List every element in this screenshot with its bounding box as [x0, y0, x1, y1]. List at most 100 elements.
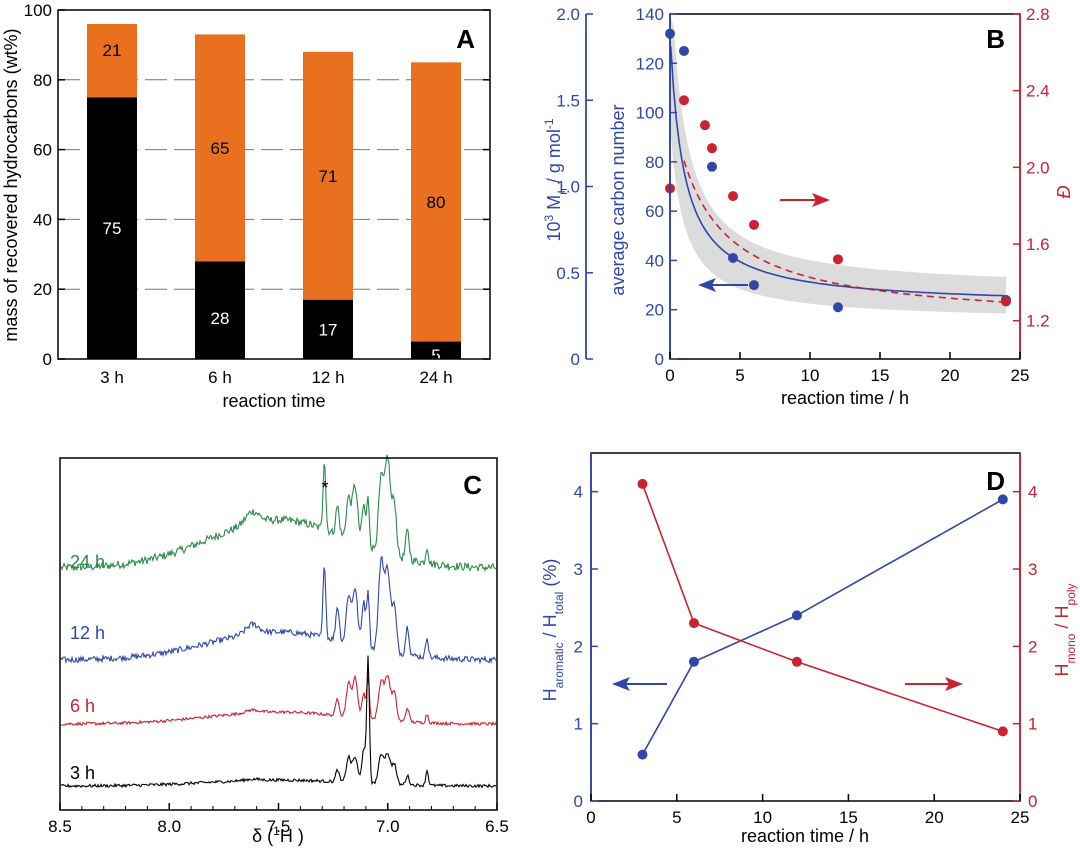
panel-b-xtick-label: 15	[871, 366, 890, 385]
panel-b-ytick-mn-label: 1.5	[556, 91, 580, 110]
panel-b-fit-curve-dispersity	[683, 160, 1007, 303]
panel-d-xtick-label: 15	[839, 808, 858, 827]
d-yl-sub2: total	[552, 592, 566, 615]
panel-c-letter: C	[463, 470, 482, 500]
mn-unit-sup: -1	[542, 118, 556, 129]
panel-a-ytick-label: 20	[33, 280, 52, 299]
panel-b-ytick-mn-label: 0	[571, 350, 580, 369]
panel-a-xtick-label: 6 h	[208, 368, 232, 387]
panel-b-point-dispersity	[749, 219, 759, 230]
nmr-spectrum-24h	[60, 454, 497, 573]
panel-d-point-mono-poly	[997, 726, 1008, 737]
d-yl-mid: / H	[540, 614, 560, 642]
spectrum-label-3h: 3 h	[70, 763, 95, 783]
panel-a-xtick-label: 3 h	[100, 368, 124, 387]
panel-b-point-dispersity	[1001, 296, 1011, 307]
panel-d-line-aromatic	[641, 498, 1004, 755]
d-yl-sub1: aromatic	[552, 642, 566, 688]
panel-b-point-dispersity	[833, 254, 843, 265]
panel-b-xtick-label: 25	[1011, 366, 1030, 385]
panel-b-point-carbon	[707, 161, 717, 172]
panel-d-xtick-label: 20	[925, 808, 944, 827]
d-yr-h: H	[1052, 664, 1072, 677]
panel-d-xtick-label: 25	[1011, 808, 1030, 827]
mn-sub: n	[556, 188, 570, 195]
mn-prefix: 10	[544, 222, 564, 242]
panel-d-point-mono-poly	[637, 478, 648, 489]
panel-b-ylabel-carbon: average carbon number	[608, 104, 628, 295]
bar-black-3h	[87, 97, 137, 359]
mn-mid: M	[544, 195, 564, 215]
c-xlabel-b: H )	[280, 826, 304, 846]
panel-c-xtick-label: 6.5	[485, 817, 509, 836]
panel-b-ytick-left-label: 140	[636, 5, 664, 24]
panel-d-frame	[590, 452, 1021, 802]
d-yl-h: H	[540, 688, 560, 701]
panel-b-ytick-right-label: 2.0	[1026, 158, 1050, 177]
spectrum-label-24h: 24 h	[70, 552, 105, 572]
panel-d-ytick-right-label: 0	[1028, 792, 1037, 811]
panel-d-point-aromatic	[637, 749, 648, 760]
bar-value-label: 80	[427, 193, 446, 212]
panel-b-ytick-left-label: 60	[645, 202, 664, 221]
panel-c-xtick-label: 7.0	[376, 817, 400, 836]
panel-d-xtick-label: 10	[753, 808, 772, 827]
bar-value-label: 75	[103, 219, 122, 238]
panel-c-star: *	[321, 478, 328, 498]
panel-b-point-dispersity	[728, 191, 738, 202]
panel-a-ytick-label: 40	[33, 210, 52, 229]
panel-b-ylabel-dispersity: Đ	[1054, 186, 1074, 199]
panel-b-scatter-chart: 0 5 10 15 20 250204060801001201401.21.62.02.4…	[542, 5, 1074, 408]
bar-orange-12h	[303, 51, 353, 300]
panel-d-ytick-left-label: 0	[574, 792, 583, 811]
panel-b-ytick-left-label: 80	[645, 153, 664, 172]
panel-b-ytick-mn-label: 2.0	[556, 5, 580, 24]
panel-a-ytick-label: 100	[24, 1, 52, 20]
panel-b-ytick-left-label: 40	[645, 251, 664, 270]
panel-a-frame	[57, 9, 491, 360]
panel-c-xtick-label: 8.0	[157, 817, 181, 836]
bar-orange-6h	[195, 34, 245, 262]
d-yr-sub2: poly	[1064, 583, 1078, 605]
panel-b-ytick-right-label: 1.6	[1026, 235, 1050, 254]
panel-c-xtick-label: 7.5	[267, 817, 291, 836]
panel-c-nmr-spectra: 8.5 8.0 7.5 7.0 6.5 C * 24 h 12 h 6 h 3 h δ …	[48, 454, 509, 846]
panel-b-confidence-band	[670, 17, 1006, 314]
panel-d-ytick-right-label: 2	[1028, 637, 1037, 656]
bar-value-label: 71	[319, 167, 338, 186]
panel-d-xtick-label: 5	[672, 808, 681, 827]
spectrum-label-12h: 12 h	[70, 623, 105, 643]
panel-a-ytick-label: 0	[43, 350, 52, 369]
panel-b-ytick-right-label: 2.4	[1026, 82, 1050, 101]
mn-unit: / g mol	[544, 129, 564, 188]
panel-d-ytick-left-label: 3	[574, 560, 583, 579]
panel-b-ytick-left-label: 0	[655, 350, 664, 369]
d-yr-sub1: mono	[1064, 633, 1078, 663]
panel-b-ytick-mn-label: 0.5	[556, 264, 580, 283]
bar-orange-3h	[87, 23, 137, 98]
c-xlabel-a: δ (	[252, 826, 273, 846]
bar-value-label: 17	[319, 320, 338, 339]
mn-sup: 3	[542, 215, 556, 222]
panel-d-ylabel-left: Haromatic / Htotal (%)	[540, 559, 566, 702]
panel-b-fit-curve-carbon	[669, 46, 1004, 297]
panel-a-xtick-label: 12 h	[311, 368, 344, 387]
panel-a-letter: A	[456, 24, 475, 54]
panel-d-point-aromatic	[791, 610, 802, 621]
panel-c-xtick-label: 8.5	[48, 817, 72, 836]
panel-b-xtick-label: 0	[665, 366, 674, 385]
nmr-spectrum-6h	[60, 674, 497, 727]
bar-value-label: 28	[211, 309, 230, 328]
panel-b-xtick-label: 10	[801, 366, 820, 385]
panel-b-xtick-label: 5	[735, 366, 744, 385]
panel-d-ylabel-right: Hmono / Hpoly	[1052, 583, 1078, 676]
panel-b-arrow-right	[780, 193, 830, 207]
panel-c-frame	[59, 457, 498, 811]
panel-a-ylabel: mass of recovered hydrocarbons (wt%)	[1, 28, 21, 341]
panel-b-point-dispersity	[679, 95, 689, 106]
panel-c-xlabel: δ (1H )	[252, 824, 304, 846]
panel-a-ytick-label: 80	[33, 71, 52, 90]
bar-orange-24h	[411, 62, 461, 342]
panel-b-letter: B	[986, 24, 1005, 54]
